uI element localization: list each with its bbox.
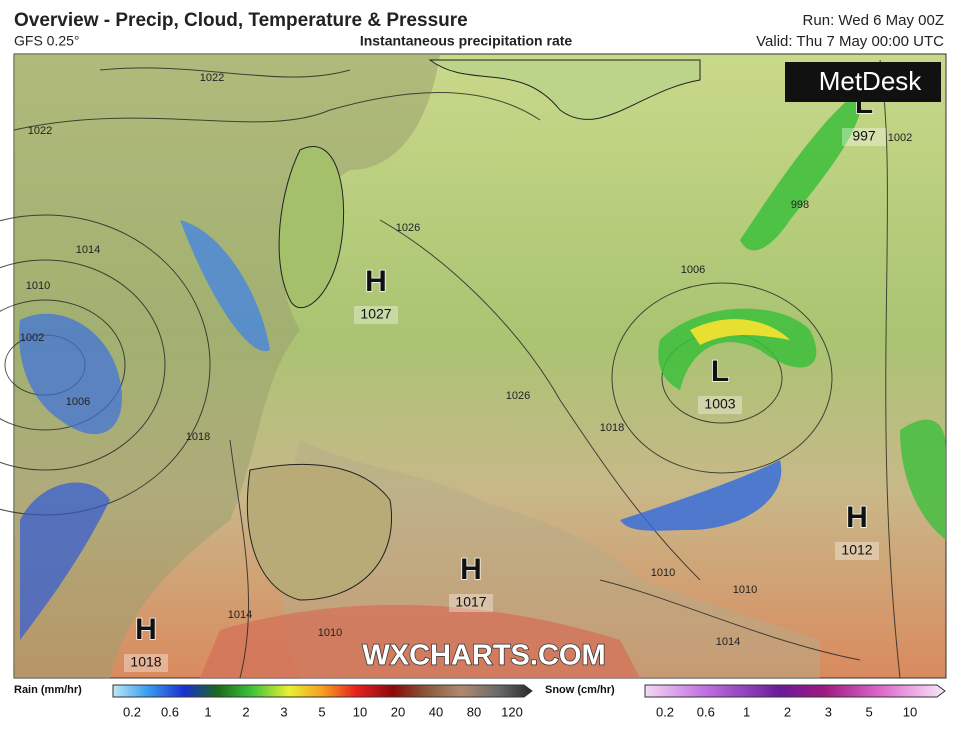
isobar-label: 1014 — [228, 609, 252, 621]
center-value: 1003 — [704, 396, 735, 412]
center-value-box — [835, 542, 879, 560]
isobar-label: 1006 — [681, 264, 705, 276]
center-symbol: L — [711, 355, 729, 388]
center-value: 1012 — [841, 542, 872, 558]
isobar-label: 1010 — [651, 567, 675, 579]
isobar-label: 1014 — [716, 636, 740, 648]
center-value: 1027 — [360, 306, 391, 322]
legend-tick-label: 20 — [391, 704, 405, 719]
center-value-box — [842, 128, 886, 146]
snow-legend-label: Snow (cm/hr) — [545, 684, 615, 696]
model: GFS 0.25° — [14, 33, 80, 49]
center-value: 1017 — [455, 594, 486, 610]
iberia — [246, 463, 392, 601]
isobar-label: 1014 — [76, 244, 100, 256]
map: 1022 1022 1014 1010 1002 1006 1018 1014 1010 1026… — [0, 53, 947, 679]
legend-tick-label: 2 — [784, 704, 791, 719]
isobar-label: 1002 — [888, 132, 912, 144]
center-symbol: H — [135, 613, 157, 646]
britain — [278, 146, 345, 309]
legend-tick-label: 10 — [903, 704, 917, 719]
center-symbol: H — [460, 553, 482, 586]
isobar-label: 1006 — [66, 396, 90, 408]
legend-tick-label: 5 — [866, 704, 873, 719]
subtitle: Instantaneous precipitation rate — [360, 33, 573, 49]
legend-ticks: 0.2 0.6 1 2 3 5 10 20 40 80 120 0.2 0.6 1 2 3 5 10 — [123, 704, 917, 719]
legend-tick-label: 3 — [825, 704, 832, 719]
precipitation — [19, 90, 946, 640]
rain-legend-label: Rain (mm/hr) — [14, 684, 82, 696]
isobar-label: 1018 — [186, 431, 210, 443]
legend-tick-label: 120 — [501, 704, 523, 719]
rain-color-bar — [112, 684, 533, 698]
logo-box — [785, 62, 941, 102]
center-value-box — [698, 396, 742, 414]
valid-time: Valid: Thu 7 May 00:00 UTC — [756, 33, 944, 50]
watermark: WXCHARTS.COM — [362, 640, 605, 672]
legend-tick-label: 0.2 — [656, 704, 674, 719]
north-africa — [200, 605, 640, 678]
legend-tick-label: 5 — [318, 704, 325, 719]
isobar-label: 1026 — [396, 222, 420, 234]
legend-tick-label: 10 — [353, 704, 367, 719]
logo: MetDesk — [819, 66, 923, 96]
isobar-label: 998 — [791, 199, 809, 211]
isobar-label: 1010 — [318, 627, 342, 639]
title: Overview - Precip, Cloud, Temperature & … — [14, 10, 468, 31]
center-value: 1018 — [130, 654, 161, 670]
legend-tick-label: 1 — [743, 704, 750, 719]
atlantic — [14, 54, 440, 678]
isobar-label: 1018 — [600, 422, 624, 434]
isobar-label: 1002 — [20, 332, 44, 344]
isobar-label: 1022 — [200, 72, 224, 84]
center-symbol: H — [846, 501, 868, 534]
legend-tick-label: 40 — [429, 704, 443, 719]
legend-tick-label: 1 — [204, 704, 211, 719]
isobar-label: 1026 — [506, 390, 530, 402]
center-symbol: H — [365, 265, 387, 298]
isobar-label: 1010 — [733, 584, 757, 596]
legend-tick-label: 80 — [467, 704, 481, 719]
center-value-box — [124, 654, 168, 672]
legend-tick-label: 0.2 — [123, 704, 141, 719]
isobar-labels: 1022 1022 1014 1010 1002 1006 1018 1014 1010 1026… — [20, 72, 912, 648]
center-value: 997 — [852, 128, 876, 144]
run-time: Run: Wed 6 May 00Z — [803, 12, 944, 29]
legend-tick-label: 0.6 — [161, 704, 179, 719]
center-value-box — [449, 594, 493, 612]
legend-tick-label: 2 — [242, 704, 249, 719]
legend-tick-label: 3 — [280, 704, 287, 719]
legend-tick-label: 0.6 — [697, 704, 715, 719]
isobar-label: 1022 — [28, 125, 52, 137]
snow-color-bar — [644, 684, 946, 698]
isobar-label: 1010 — [26, 280, 50, 292]
scandinavia — [428, 59, 701, 120]
center-value-box — [354, 306, 398, 324]
